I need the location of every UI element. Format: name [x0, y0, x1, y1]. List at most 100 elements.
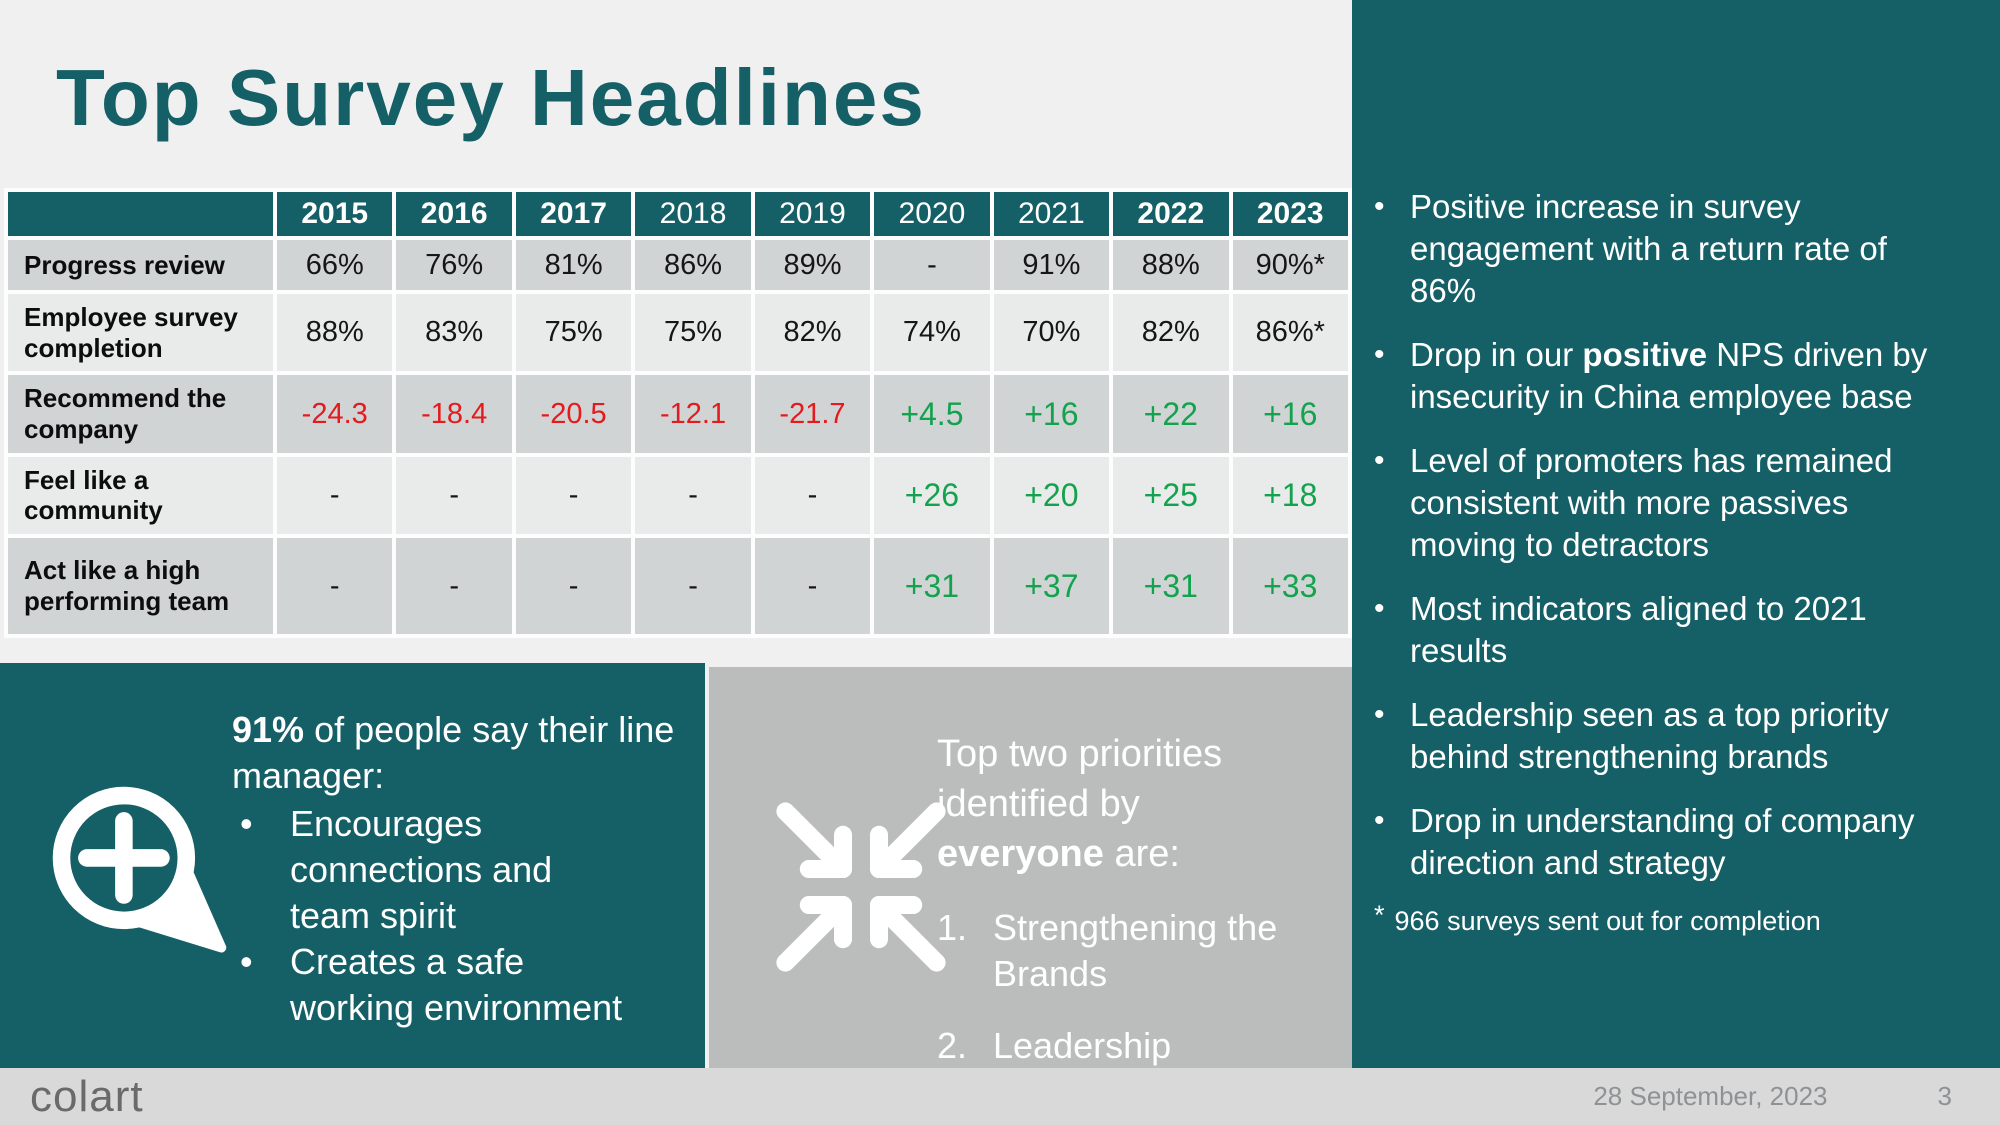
table-cell: 91% [993, 240, 1110, 290]
table-cell: - [396, 456, 512, 535]
text-segment: Most indicators aligned to 2021 results [1410, 590, 1867, 669]
plus-bubble-icon [52, 786, 227, 953]
table-cell: 76% [396, 240, 512, 290]
list-item: • Level of promoters has remained consis… [1368, 440, 1984, 566]
text-segment: Top two priorities identified by [937, 733, 1223, 825]
bullet-text: Creates a safe working environment [290, 941, 623, 1028]
text-segment: Drop in understanding of company directi… [1410, 802, 1915, 881]
item-text: Strengthening the Brands [993, 907, 1278, 994]
page-title: Top Survey Headlines [56, 53, 926, 142]
bullet-text: Drop in our positive NPS driven by insec… [1410, 334, 1938, 418]
slide-date: 28 September, 2023 [1593, 1081, 1828, 1111]
list-item: • Drop in our positive NPS driven by ins… [1368, 334, 1984, 418]
table-cell: - [515, 538, 632, 635]
text-segment: Level of promoters has remained consiste… [1410, 442, 1893, 563]
bullet-text: Most indicators aligned to 2021 results [1410, 588, 1938, 672]
bullet-icon: • [1374, 804, 1385, 837]
bullet-text: Positive increase in survey engagement w… [1410, 186, 1938, 312]
table-cell: +26 [874, 456, 990, 535]
list-item: • Drop in understanding of company direc… [1368, 800, 1984, 884]
table-cell: 89% [754, 240, 871, 290]
bullet-icon: • [1374, 444, 1385, 477]
line-manager-text: 91% of people say their line manager: • … [232, 707, 692, 1031]
table-cell: 81% [515, 240, 632, 290]
table-cell: +16 [993, 375, 1110, 453]
numbered-item: 2. Leadership [937, 1023, 1337, 1069]
table-header-year: 2019 [754, 192, 871, 236]
bullet-text: Level of promoters has remained consiste… [1410, 440, 1938, 566]
table-row-progress-review: Progress review 66% 76% 81% 86% 89% - 91… [8, 240, 1348, 290]
row-label: Employee survey completion [8, 294, 273, 372]
list-item: • Creates a safe working environment [232, 939, 692, 1031]
table-cell: +16 [1232, 375, 1348, 453]
table-cell: 90%* [1232, 240, 1348, 290]
list-item: • Encourages connections and team spirit [232, 801, 692, 939]
table-cell: - [754, 538, 871, 635]
bullet-icon: • [240, 941, 253, 982]
list-item: • Leadership seen as a top priority behi… [1368, 694, 1984, 778]
bullet-text: Leadership seen as a top priority behind… [1410, 694, 1938, 778]
table-cell: 75% [515, 294, 632, 372]
survey-results-table: 2015 2016 2017 2018 2019 2020 2021 2022 … [4, 188, 1352, 639]
line-manager-callout: 91% of people say their line manager: • … [0, 663, 705, 1068]
table-header-year: 2017 [515, 192, 632, 236]
priorities-text: Top two priorities identified by everyon… [937, 729, 1337, 1095]
table-cell: - [635, 538, 751, 635]
table-cell: -12.1 [635, 375, 751, 453]
table-header-year: 2020 [874, 192, 990, 236]
table-cell: -18.4 [396, 375, 512, 453]
table-cell: +4.5 [874, 375, 990, 453]
table-cell: -21.7 [754, 375, 871, 453]
asterisk: * [1374, 900, 1385, 930]
bullet-icon: • [1374, 698, 1385, 731]
bullet-icon: • [1374, 592, 1385, 625]
table-cell: +22 [1113, 375, 1229, 453]
table-row-act-like-a-high-performing-team: Act like a high performing team - - - - … [8, 538, 1348, 635]
table-header-year: 2016 [396, 192, 512, 236]
bullet-text: Encourages connections and team spirit [290, 803, 553, 936]
numbered-item: 1. Strengthening the Brands [937, 905, 1337, 997]
table-header-year: 2022 [1113, 192, 1229, 236]
table-cell: 88% [277, 294, 393, 372]
table-cell: - [277, 538, 393, 635]
slide-footer: colart 28 September, 2023 3 [0, 1068, 2000, 1125]
row-label: Feel like a community [8, 456, 273, 535]
table-cell: 83% [396, 294, 512, 372]
table-cell: - [515, 456, 632, 535]
table-cell: 74% [874, 294, 990, 372]
table-cell: +33 [1232, 538, 1348, 635]
list-item: • Most indicators aligned to 2021 result… [1368, 588, 1984, 672]
table-cell: - [277, 456, 393, 535]
table-row-employee-survey-completion: Employee survey completion 88% 83% 75% 7… [8, 294, 1348, 372]
table-row-feel-like-a-community: Feel like a community - - - - - +26 +20 … [8, 456, 1348, 535]
text-segment: NPS driven by insecurity in China employ… [1410, 336, 1928, 415]
stat-text: of people say their line manager: [232, 709, 675, 796]
row-label: Act like a high performing team [8, 538, 273, 635]
table-cell: 86% [635, 240, 751, 290]
table-cell: 75% [635, 294, 751, 372]
table-cell: 70% [993, 294, 1110, 372]
table-header-year: 2023 [1232, 192, 1348, 236]
table-header-year: 2018 [635, 192, 751, 236]
footnote-text: 966 surveys sent out for completion [1394, 906, 1821, 936]
bullet-icon: • [240, 803, 253, 844]
table-cell: 82% [754, 294, 871, 372]
table-cell: +20 [993, 456, 1110, 535]
table-cell: +18 [1232, 456, 1348, 535]
table-header-blank [8, 192, 273, 236]
item-text: Leadership [993, 1025, 1172, 1066]
converging-arrows-icon [776, 802, 946, 972]
survey-footnote: * 966 surveys sent out for completion [1368, 900, 1984, 937]
table-header-row: 2015 2016 2017 2018 2019 2020 2021 2022 … [8, 192, 1348, 236]
list-item: • Positive increase in survey engagement… [1368, 186, 1984, 312]
priorities-heading: Top two priorities identified by everyon… [937, 729, 1309, 879]
text-segment: Drop in our [1410, 336, 1583, 373]
bullet-text: Drop in understanding of company directi… [1410, 800, 1938, 884]
table-cell: -20.5 [515, 375, 632, 453]
stat-value: 91% [232, 709, 305, 750]
text-segment: everyone [937, 833, 1104, 875]
table-row-recommend-the-company: Recommend the company -24.3 -18.4 -20.5 … [8, 375, 1348, 453]
table-header-year: 2021 [993, 192, 1110, 236]
text-segment: positive [1582, 336, 1708, 373]
